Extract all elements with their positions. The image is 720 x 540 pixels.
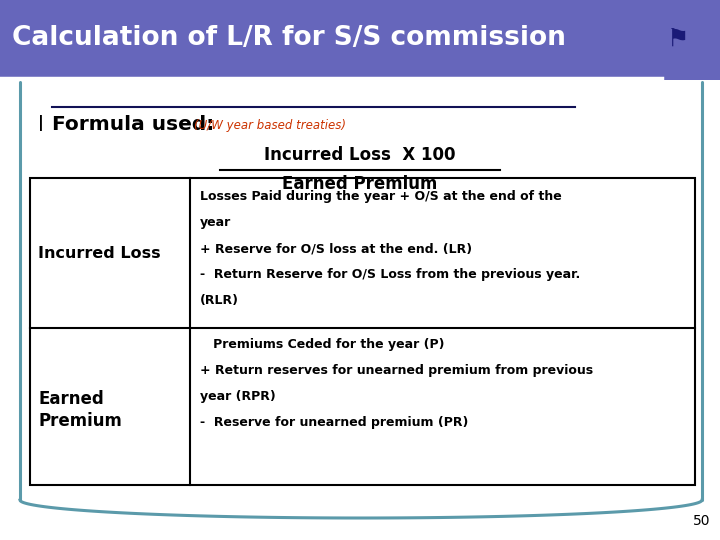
Text: year: year xyxy=(200,216,231,229)
Text: year (RPR): year (RPR) xyxy=(200,390,276,403)
Bar xyxy=(0,0,720,80)
Text: + Return reserves for unearned premium from previous: + Return reserves for unearned premium f… xyxy=(200,364,593,377)
Text: -  Reserve for unearned premium (PR): - Reserve for unearned premium (PR) xyxy=(200,416,469,429)
Text: (RLR): (RLR) xyxy=(200,294,239,307)
Text: (U/W year based treaties): (U/W year based treaties) xyxy=(194,118,346,132)
Text: + Reserve for O/S loss at the end. (LR): + Reserve for O/S loss at the end. (LR) xyxy=(200,242,472,255)
Text: ⚑: ⚑ xyxy=(667,26,689,50)
Text: 50: 50 xyxy=(693,514,710,528)
Text: Earned Premium: Earned Premium xyxy=(282,175,438,193)
Text: Formula used:: Formula used: xyxy=(52,116,215,134)
Text: Earned: Earned xyxy=(38,389,104,408)
Text: Incurred Loss: Incurred Loss xyxy=(38,246,161,260)
Text: -  Return Reserve for O/S Loss from the previous year.: - Return Reserve for O/S Loss from the p… xyxy=(200,268,580,281)
Text: l: l xyxy=(38,115,44,135)
Text: Calculation of L/R for S/S commission: Calculation of L/R for S/S commission xyxy=(12,25,566,51)
Text: Losses Paid during the year + O/S at the end of the: Losses Paid during the year + O/S at the… xyxy=(200,190,562,203)
Text: Premium: Premium xyxy=(38,411,122,429)
Bar xyxy=(30,178,695,485)
Text: Premiums Ceded for the year (P): Premiums Ceded for the year (P) xyxy=(200,338,444,351)
Text: Incurred Loss  X 100: Incurred Loss X 100 xyxy=(264,146,456,164)
